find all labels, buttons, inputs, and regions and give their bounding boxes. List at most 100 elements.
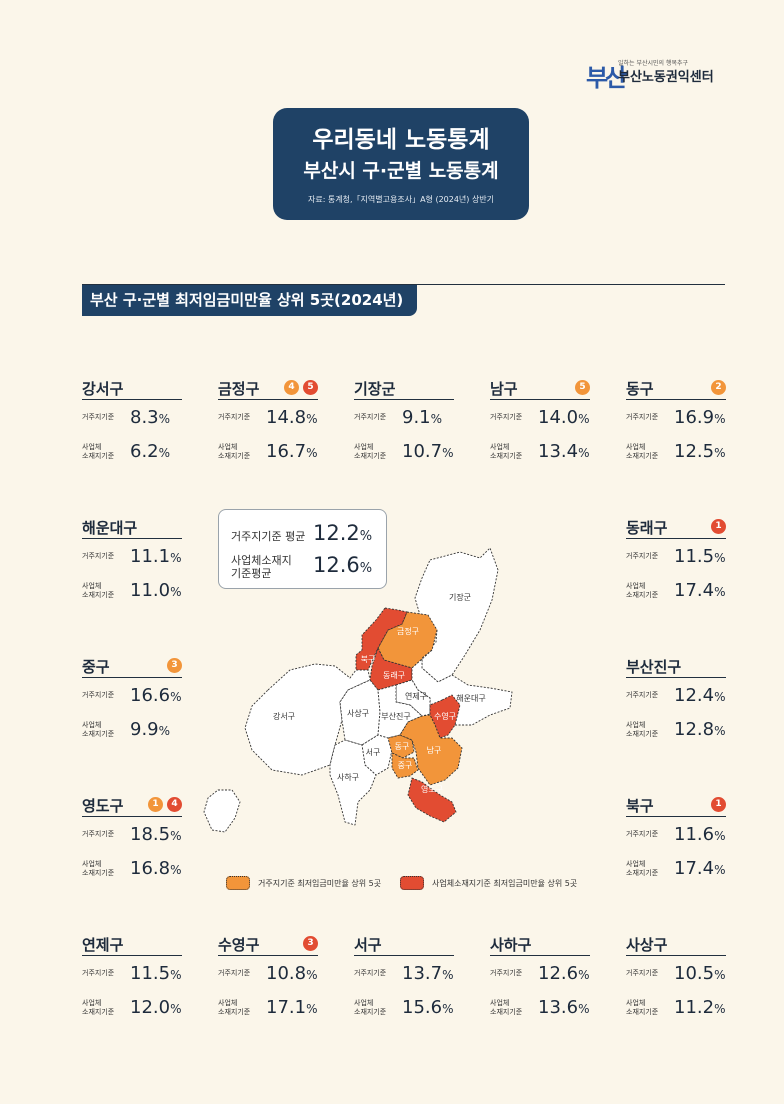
workplace-value: 12.0% — [130, 997, 182, 1018]
district-card: 사하구 거주지기준 12.6% 사업체 소재지기준 13.6% — [490, 934, 590, 1034]
divider — [82, 677, 182, 678]
map-region-nam — [399, 714, 463, 786]
residence-label: 거주지기준 — [354, 413, 387, 421]
rank-badge: 1 — [711, 797, 726, 812]
residence-value: 11.5% — [674, 546, 726, 567]
rank-badge: 4 — [284, 380, 299, 395]
average-box: 거주지기준 평균 12.2% 사업체소재지 기준평균 12.6% — [218, 509, 387, 589]
residence-label: 거주지기준 — [626, 830, 659, 838]
rank-badges: 5 — [575, 380, 590, 395]
workplace-value: 17.4% — [674, 858, 726, 879]
map-label-yeongdo: 영도구 — [421, 784, 443, 794]
map-region-saha — [329, 739, 377, 826]
workplace-label: 사업체 소재지기준 — [82, 582, 115, 599]
district-card: 강서구 거주지기준 8.3% 사업체 소재지기준 6.2% — [82, 378, 182, 478]
rank-badge: 4 — [167, 797, 182, 812]
district-name: 사하구 — [490, 936, 532, 954]
logo: 부산 일하는 부산시민의 행복추구 부산노동권익센터 — [586, 56, 756, 92]
residence-value: 11.5% — [130, 963, 182, 984]
workplace-label: 사업체 소재지기준 — [354, 999, 387, 1016]
map-label-haeundae: 해운대구 — [456, 693, 485, 703]
district-card: 동래구 1 거주지기준 11.5% 사업체 소재지기준 17.4% — [626, 517, 726, 617]
workplace-value: 15.6% — [402, 997, 454, 1018]
map-region-suyeong — [429, 694, 461, 739]
district-card: 중구 3 거주지기준 16.6% 사업체 소재지기준 9.9% — [82, 656, 182, 756]
map-region-gadeok-island — [203, 789, 241, 833]
residence-value: 14.8% — [266, 407, 318, 428]
divider — [626, 399, 726, 400]
district-card: 동구 2 거주지기준 16.9% 사업체 소재지기준 12.5% — [626, 378, 726, 478]
district-name: 해운대구 — [82, 519, 138, 537]
map-region-yeongdo — [407, 777, 457, 823]
residence-value: 14.0% — [538, 407, 590, 428]
rank-badges: 3 — [303, 936, 318, 951]
district-name: 중구 — [82, 658, 110, 676]
residence-value: 10.5% — [674, 963, 726, 984]
rank-badge: 2 — [711, 380, 726, 395]
residence-label: 거주지기준 — [82, 830, 115, 838]
divider — [354, 399, 454, 400]
map-region-seo — [361, 734, 393, 776]
divider — [82, 538, 182, 539]
district-name: 부산진구 — [626, 658, 682, 676]
district-name: 연제구 — [82, 936, 124, 954]
divider — [626, 816, 726, 817]
workplace-value: 6.2% — [130, 441, 171, 462]
workplace-label: 사업체 소재지기준 — [626, 582, 659, 599]
average-workplace-label: 사업체소재지 기준평균 — [231, 554, 292, 580]
workplace-label: 사업체 소재지기준 — [82, 443, 115, 460]
workplace-label: 사업체 소재지기준 — [82, 860, 115, 877]
divider — [218, 955, 318, 956]
residence-value: 16.9% — [674, 407, 726, 428]
workplace-value: 17.4% — [674, 580, 726, 601]
map-label-gangseo: 강서구 — [273, 711, 295, 721]
district-card: 남구 5 거주지기준 14.0% 사업체 소재지기준 13.4% — [490, 378, 590, 478]
district-card: 부산진구 거주지기준 12.4% 사업체 소재지기준 12.8% — [626, 656, 726, 756]
residence-value: 16.6% — [130, 685, 182, 706]
residence-value: 8.3% — [130, 407, 171, 428]
rank-badges: 2 — [711, 380, 726, 395]
workplace-value: 9.9% — [130, 719, 171, 740]
residence-value: 12.6% — [538, 963, 590, 984]
district-name: 기장군 — [354, 380, 396, 398]
workplace-label: 사업체 소재지기준 — [626, 999, 659, 1016]
residence-value: 12.4% — [674, 685, 726, 706]
legend-workplace: 사업체소재지기준 최저임금미만율 상위 5곳 — [400, 876, 577, 890]
residence-value: 13.7% — [402, 963, 454, 984]
district-name: 금정구 — [218, 380, 260, 398]
map-label-nam: 남구 — [427, 746, 442, 755]
divider — [82, 955, 182, 956]
legend-workplace-label: 사업체소재지기준 최저임금미만율 상위 5곳 — [432, 878, 578, 888]
average-residence-label: 거주지기준 평균 — [231, 530, 306, 543]
district-card: 기장군 거주지기준 9.1% 사업체 소재지기준 10.7% — [354, 378, 454, 478]
rank-badges: 1 — [711, 519, 726, 534]
map-label-busanjin: 부산진구 — [381, 711, 410, 721]
residence-label: 거주지기준 — [218, 413, 251, 421]
page-title: 우리동네 노동통계 — [312, 127, 490, 153]
workplace-label: 사업체 소재지기준 — [218, 443, 251, 460]
workplace-value: 17.1% — [266, 997, 318, 1018]
workplace-value: 13.4% — [538, 441, 590, 462]
map-label-suyeong: 수영구 — [434, 711, 456, 721]
section-header: 부산 구·군별 최저임금미만율 상위 5곳(2024년) — [82, 284, 725, 317]
logo-name: 부산노동권익센터 — [618, 70, 714, 85]
workplace-value: 16.8% — [130, 858, 182, 879]
workplace-value: 11.0% — [130, 580, 182, 601]
district-card: 사상구 거주지기준 10.5% 사업체 소재지기준 11.2% — [626, 934, 726, 1034]
workplace-label: 사업체 소재지기준 — [82, 999, 115, 1016]
map-label-yeonje: 연제구 — [405, 692, 427, 701]
residence-label: 거주지기준 — [490, 969, 523, 977]
residence-value: 18.5% — [130, 824, 182, 845]
district-name: 동래구 — [626, 519, 668, 537]
district-name: 서구 — [354, 936, 382, 954]
residence-label: 거주지기준 — [626, 691, 659, 699]
workplace-value: 11.2% — [674, 997, 726, 1018]
legend-swatch-residence — [226, 876, 250, 890]
residence-label: 거주지기준 — [490, 413, 523, 421]
divider — [82, 399, 182, 400]
workplace-label: 사업체 소재지기준 — [218, 999, 251, 1016]
map-label-sasang: 사상구 — [347, 708, 369, 718]
